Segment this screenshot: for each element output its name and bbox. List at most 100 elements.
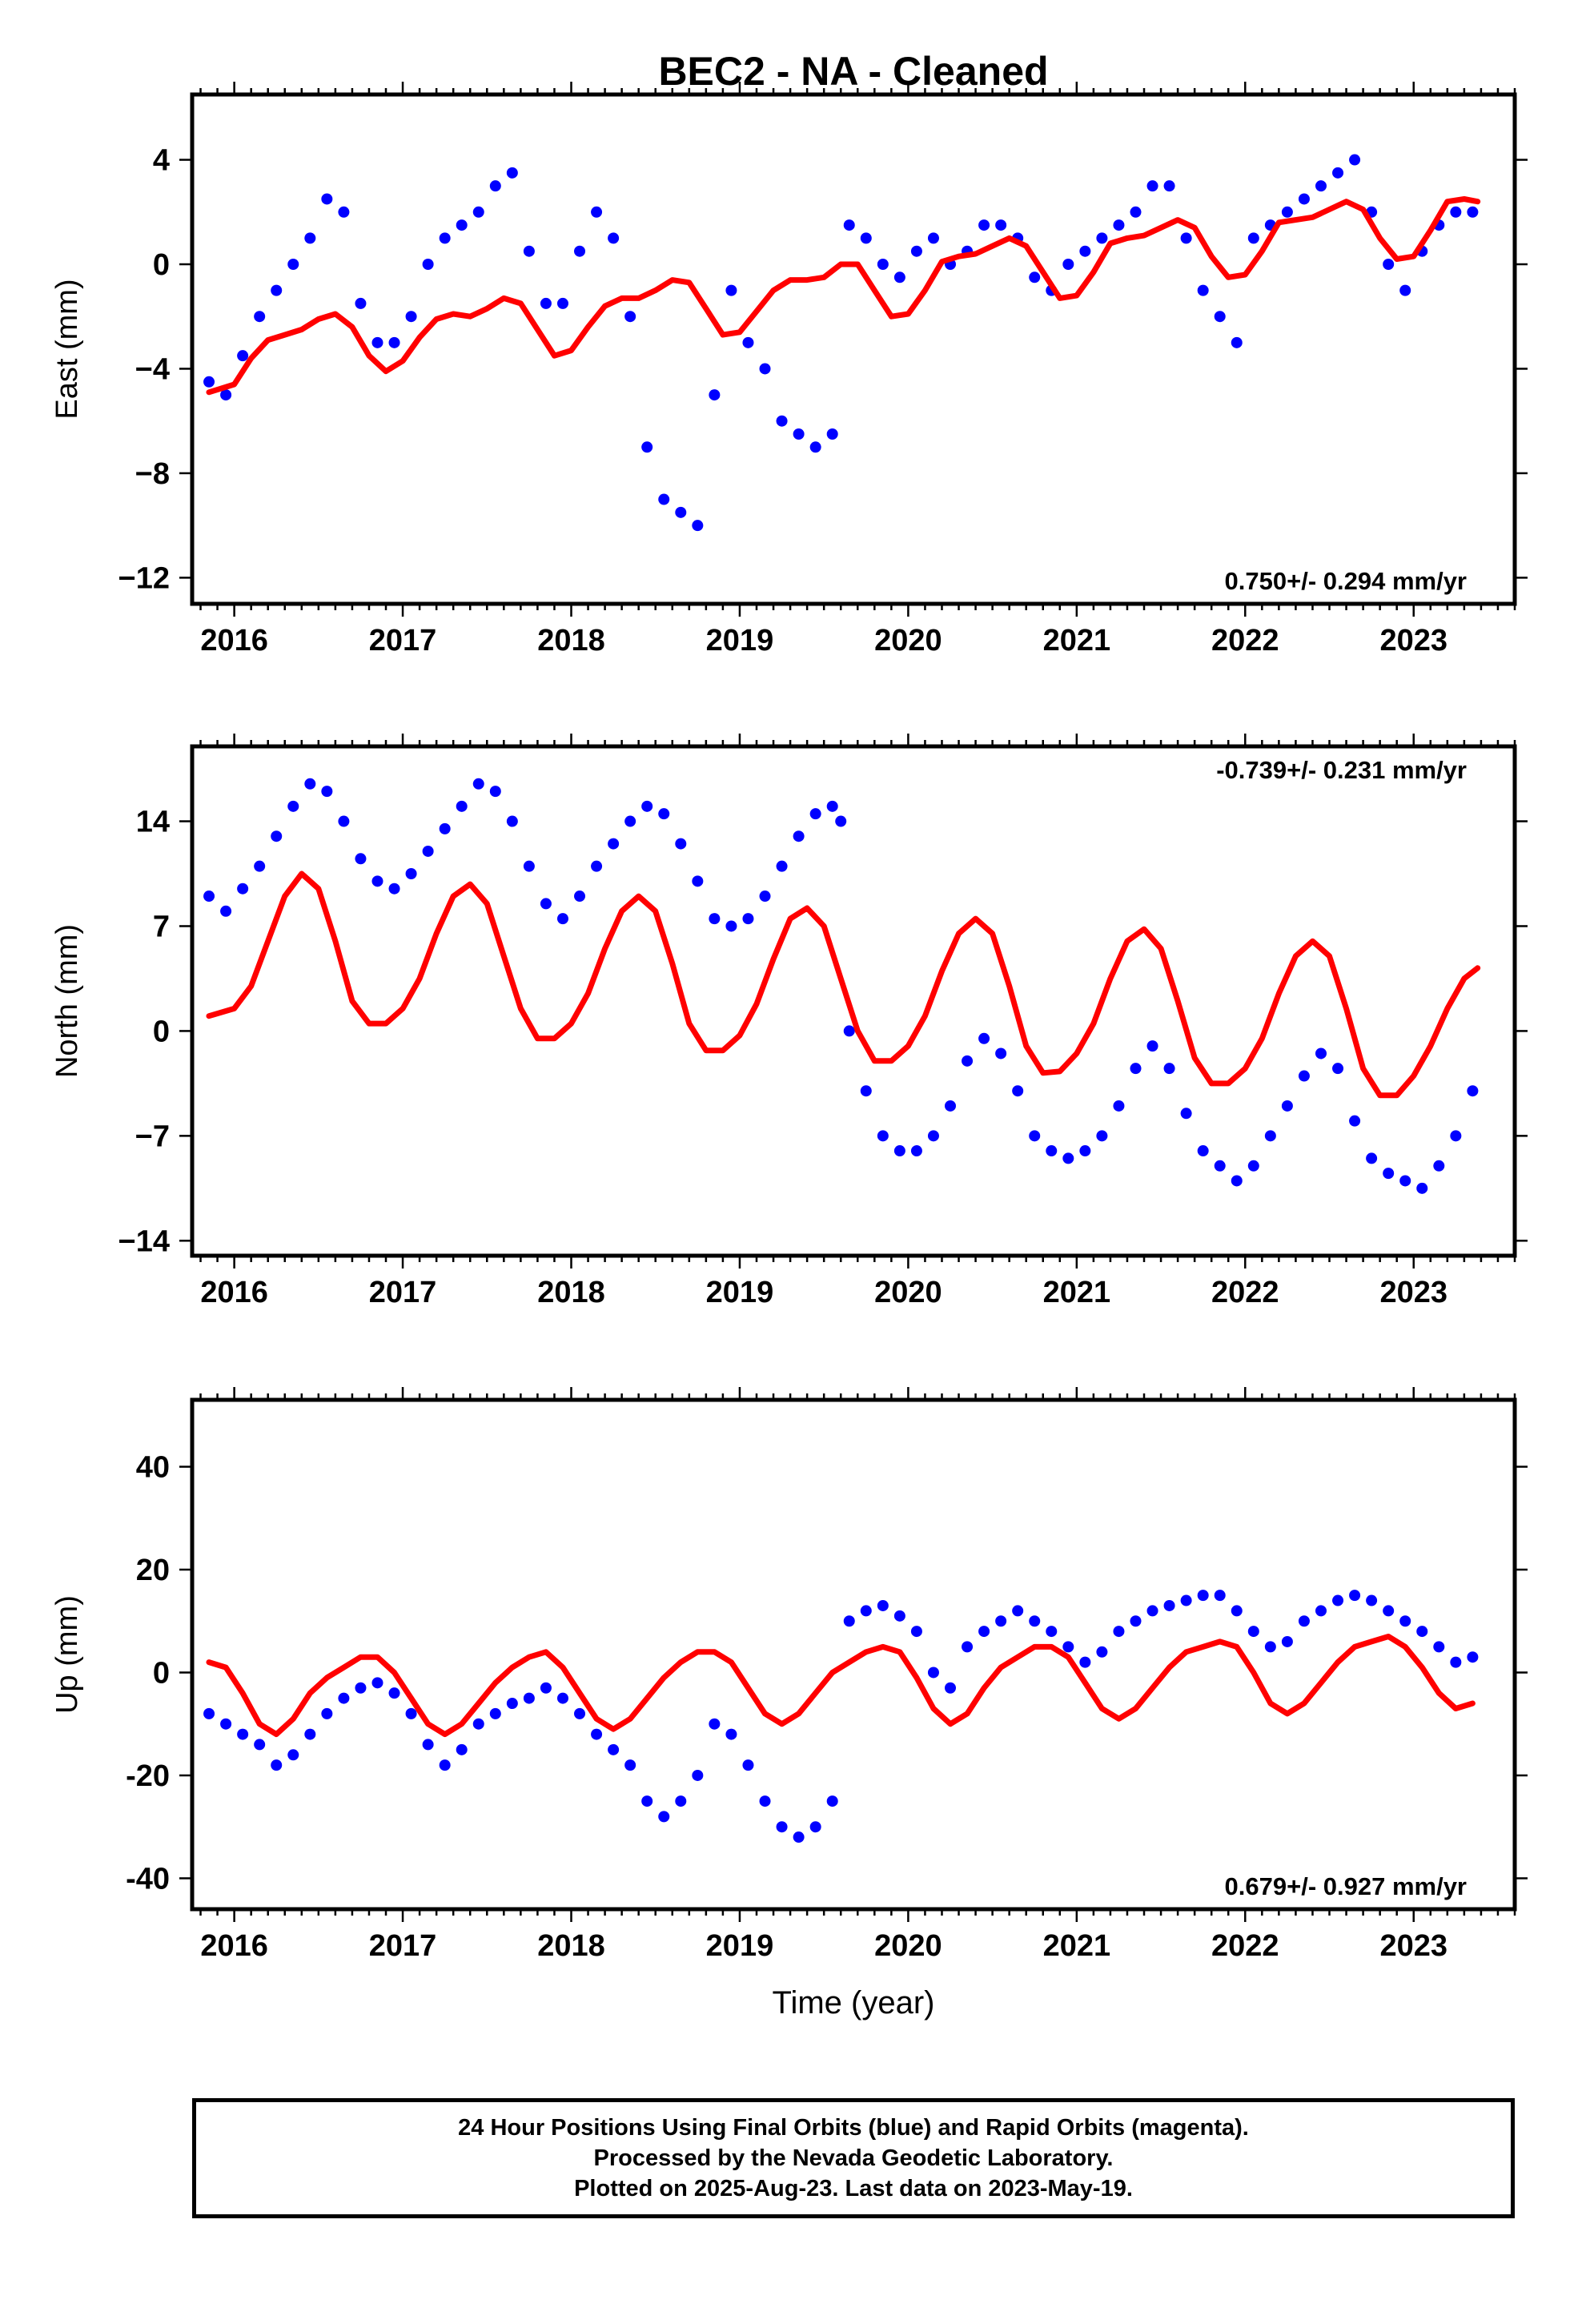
panel-1-point [422, 845, 434, 857]
panel-0-y-tick-label: −8 [135, 457, 170, 491]
panel-0-point [709, 389, 721, 401]
panel-0-x-tick-label: 2017 [369, 624, 437, 657]
panel-2-point [439, 1759, 451, 1771]
panel-1-point [910, 1145, 922, 1157]
panel-2-point [995, 1615, 1007, 1627]
panel-1-point [203, 891, 215, 903]
panel-1-point [945, 1100, 957, 1112]
panel-1-point [1231, 1175, 1243, 1187]
panel-0-point [1146, 180, 1158, 192]
panel-0-point [1467, 206, 1479, 218]
panel-2-point [489, 1707, 501, 1719]
panel-1-point [658, 808, 670, 820]
panel-0-point [759, 363, 771, 375]
panel-1-point [776, 860, 788, 872]
panel-2-point [1146, 1605, 1158, 1617]
panel-1-point [489, 786, 501, 798]
panel-0-point [826, 428, 838, 440]
panel-1-x-tick-label: 2021 [1043, 1276, 1111, 1309]
panel-0-y-tick-label: −12 [118, 561, 170, 595]
panel-1-point [860, 1085, 872, 1097]
panel-0-x-tick-label: 2019 [706, 624, 774, 657]
panel-1-velocity-annotation: -0.739+/- 0.231 mm/yr [1216, 756, 1467, 784]
panel-1-x-tick-label: 2022 [1211, 1276, 1279, 1309]
panel-1-point [1332, 1063, 1344, 1075]
panel-1-x-tick-label: 2020 [874, 1276, 942, 1309]
panel-0-point [1349, 154, 1361, 166]
panel-0-point [1399, 284, 1411, 296]
panel-0-point [1298, 193, 1310, 205]
panel-2-point [287, 1749, 299, 1761]
panel-1-point [523, 860, 535, 872]
panel-1-point [1062, 1152, 1074, 1164]
panel-0-point [371, 336, 383, 348]
panel-0-point [860, 232, 872, 244]
panel-2-point [456, 1743, 468, 1755]
panel-2-y-tick-label: 20 [136, 1554, 170, 1587]
panel-1-point [1130, 1063, 1142, 1075]
panel-0-y-tick-label: −4 [135, 352, 170, 386]
panel-2-model-line [206, 1634, 1476, 1738]
panel-0-point [1079, 245, 1091, 257]
panel-2-point [742, 1759, 754, 1771]
panel-0-x-tick-label: 2016 [200, 624, 268, 657]
panel-2-point [591, 1728, 603, 1740]
panel-0-point [1214, 311, 1226, 323]
panel-0-point [1197, 284, 1209, 296]
caption-box: 24 Hour Positions Using Final Orbits (bl… [192, 2098, 1515, 2218]
panel-0-ylabel: East (mm) [50, 279, 84, 419]
panel-2-point [556, 1692, 568, 1704]
panel-2-point [658, 1811, 670, 1823]
panel-0-point [489, 180, 501, 192]
panel-0-point [725, 284, 737, 296]
panel-2-point [1062, 1641, 1074, 1653]
panel-0-point [893, 271, 905, 283]
panel-1-point [1012, 1085, 1024, 1097]
panel-2-point [1046, 1626, 1058, 1638]
panel-0-point [692, 520, 704, 532]
panel-2-point [1231, 1605, 1243, 1617]
panel-0-point [995, 219, 1007, 231]
panel-1-point [1450, 1130, 1462, 1142]
panel-2-point [1029, 1615, 1041, 1627]
panel-0-point [1113, 219, 1125, 231]
panel-1-point [835, 815, 847, 827]
panel-0-point [472, 206, 484, 218]
caption-line-2: Processed by the Nevada Geodetic Laborat… [593, 2145, 1114, 2171]
panel-1-x-tick-label: 2016 [200, 1276, 268, 1309]
panel-1-point [1264, 1130, 1276, 1142]
panel-2-y-tick-label: 40 [136, 1451, 170, 1485]
panel-1-point [1180, 1108, 1192, 1120]
panel-1-point [405, 868, 417, 879]
panel-2-point [1214, 1590, 1226, 1602]
panel-2-point [675, 1795, 687, 1807]
panel-1-point [1163, 1063, 1175, 1075]
panel-2-x-tick-label: 2021 [1043, 1929, 1111, 1963]
panel-2-point [927, 1667, 939, 1679]
panel-0-velocity-annotation: 0.750+/- 0.294 mm/yr [1225, 567, 1467, 595]
panel-0-point [927, 232, 939, 244]
panel-1-point [220, 905, 232, 917]
panel-1-point [304, 778, 316, 790]
panel-2-point [809, 1821, 821, 1833]
panel-1-point [1315, 1047, 1327, 1059]
panel-2-y-tick-label: -20 [126, 1759, 170, 1793]
panel-1-y-tick-label: −7 [135, 1120, 170, 1153]
panel-0-point [1247, 232, 1259, 244]
panel-1-point [287, 800, 299, 812]
panel-2-point [271, 1759, 283, 1771]
panel-0-point [1163, 180, 1175, 192]
panel-0-point [271, 284, 283, 296]
panel-1-point [1029, 1130, 1041, 1142]
panel-2-point [1349, 1590, 1361, 1602]
panel-1-point [995, 1047, 1007, 1059]
chart-title: BEC2 - NA - Cleaned [658, 49, 1048, 94]
panel-2-y-tick-label: -40 [126, 1862, 170, 1896]
panel-2-point [641, 1795, 653, 1807]
panel-2-point [1130, 1615, 1142, 1627]
panel-1-point [456, 800, 468, 812]
panel-2-point [338, 1692, 350, 1704]
panel-2-point [1197, 1590, 1209, 1602]
panel-1-point [1214, 1160, 1226, 1172]
panel-2-x-tick-label: 2020 [874, 1929, 942, 1963]
